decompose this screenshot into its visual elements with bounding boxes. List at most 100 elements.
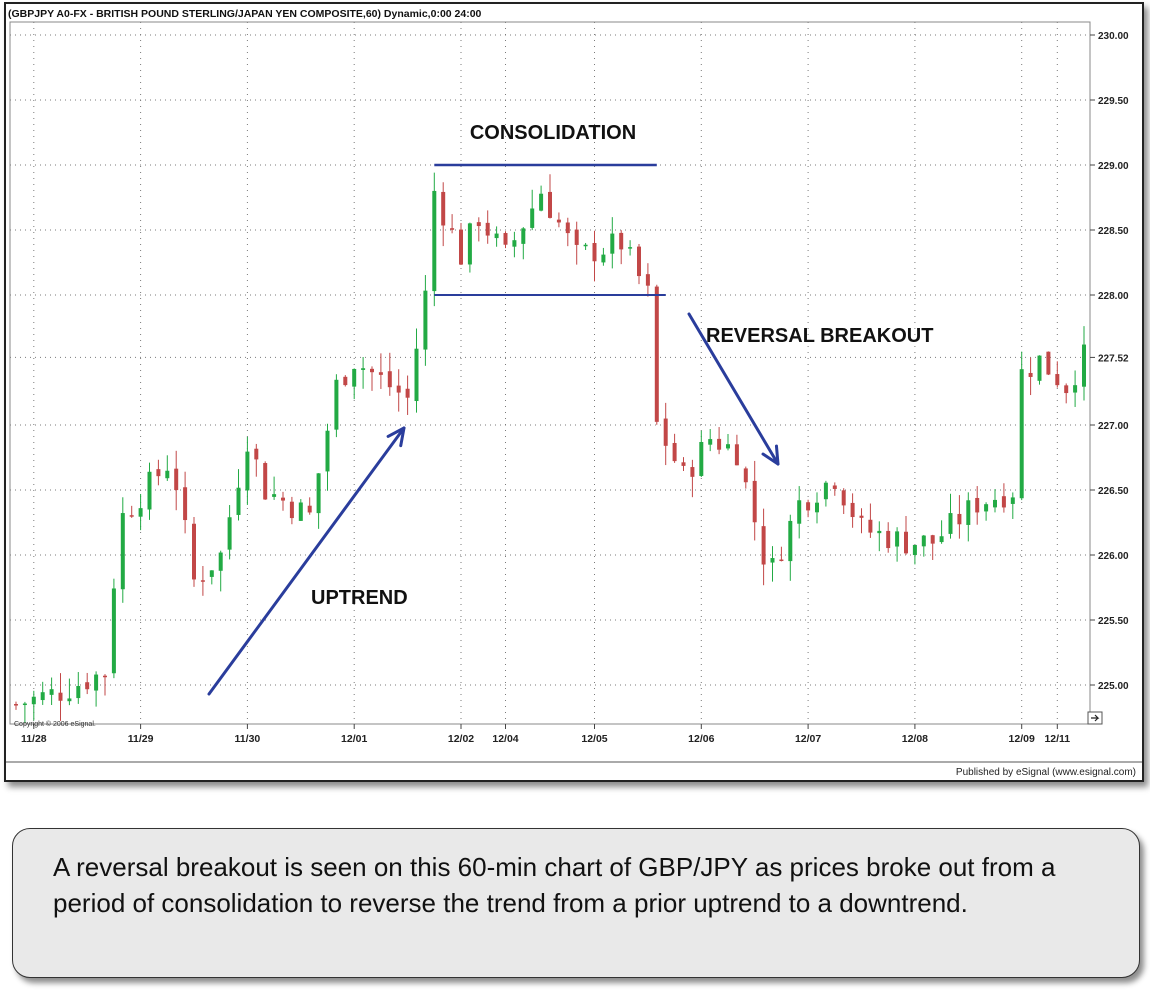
x-tick-label: 12/02	[448, 733, 474, 745]
candle	[156, 459, 161, 486]
candle	[22, 701, 27, 724]
candle-body	[111, 588, 116, 674]
candle	[94, 671, 99, 707]
candle	[530, 189, 535, 231]
candle-body	[352, 368, 357, 387]
candle-body	[192, 523, 196, 580]
candle	[281, 491, 285, 511]
candle-body	[797, 500, 802, 524]
candle	[521, 227, 526, 260]
candle	[49, 677, 54, 705]
y-tick-label: 226.50	[1098, 486, 1129, 497]
candle-layer	[14, 172, 1086, 724]
candle-body	[263, 463, 268, 500]
arrow-head	[761, 444, 780, 466]
plot-border	[9, 21, 1091, 725]
candle	[859, 508, 864, 534]
candle-body	[779, 559, 784, 562]
candle-body	[841, 490, 846, 506]
candle-body	[823, 482, 828, 500]
candle-body	[387, 371, 392, 388]
candle-body	[298, 502, 303, 521]
candle	[1055, 361, 1060, 388]
y-tick-label: 229.50	[1098, 96, 1129, 107]
candle	[467, 222, 472, 273]
candle-body	[912, 544, 917, 556]
candle-body	[832, 485, 837, 489]
candle	[752, 460, 757, 541]
candle-body	[993, 499, 997, 508]
candle-body	[895, 531, 900, 547]
candle	[548, 174, 552, 219]
y-tick-label: 227.52	[1098, 353, 1129, 364]
candle	[779, 546, 784, 562]
candle-body	[227, 517, 232, 550]
candle	[975, 486, 980, 525]
candle-body	[272, 494, 277, 497]
candle	[717, 427, 722, 455]
candle	[183, 471, 188, 534]
candle	[939, 520, 944, 544]
candle	[423, 275, 428, 366]
candle-body	[948, 513, 953, 534]
candle-body	[147, 471, 152, 510]
chart-title: (GBPJPY A0-FX - BRITISH POUND STERLING/J…	[8, 8, 482, 20]
candle	[31, 690, 36, 721]
candle-body	[592, 242, 597, 262]
uptrend-arrow	[207, 426, 406, 696]
candle-body	[1037, 355, 1042, 381]
candle-body	[565, 222, 570, 234]
candle	[761, 508, 766, 586]
candle	[912, 544, 917, 565]
candle	[868, 503, 873, 538]
candle-body	[886, 530, 891, 549]
candle-body	[254, 448, 259, 460]
candle	[565, 217, 570, 247]
candle-body	[343, 376, 348, 386]
candle	[485, 210, 490, 244]
y-tick-label: 229.00	[1098, 161, 1129, 172]
x-tick-label: 11/29	[128, 733, 154, 745]
consolidation-label: CONSOLIDATION	[470, 122, 636, 144]
candle	[76, 672, 81, 704]
candle-body	[103, 675, 107, 678]
candle	[592, 230, 597, 282]
candle-body	[717, 438, 722, 450]
annotation-layer: CONSOLIDATION REVERSAL BREAKOUT UPTREND Cop…	[14, 122, 1136, 778]
candle-body	[316, 473, 321, 514]
x-tick-label: 12/09	[1009, 733, 1035, 745]
candle	[174, 450, 179, 511]
candle-body	[494, 233, 499, 239]
candle-body	[94, 674, 99, 691]
candle	[1073, 370, 1078, 407]
candle	[387, 352, 392, 396]
candle	[832, 482, 837, 496]
candle	[254, 443, 259, 477]
candle	[681, 457, 686, 471]
candle-body	[49, 689, 54, 695]
candle-body	[459, 229, 463, 265]
candle-body	[467, 223, 472, 265]
candle	[85, 672, 90, 695]
candle	[138, 493, 143, 531]
candle	[690, 459, 695, 498]
candle-body	[334, 379, 339, 430]
candle	[111, 578, 116, 679]
candle	[103, 674, 107, 696]
candle-body	[120, 513, 125, 590]
candle-body	[1073, 385, 1078, 393]
candle-body	[378, 372, 383, 375]
candle-body	[1055, 374, 1060, 386]
reversal-breakout-label: REVERSAL BREAKOUT	[706, 325, 933, 347]
candle	[637, 244, 641, 285]
candle	[450, 214, 455, 234]
candle-body	[1028, 372, 1033, 377]
y-tick-label: 225.00	[1098, 681, 1129, 692]
candle	[583, 242, 588, 250]
candle	[1046, 351, 1051, 376]
x-tick-label: 12/01	[341, 733, 367, 745]
candle-body	[1046, 351, 1051, 375]
candle	[503, 231, 508, 249]
y-tick-label: 227.00	[1098, 421, 1129, 432]
candle-body	[396, 385, 401, 393]
